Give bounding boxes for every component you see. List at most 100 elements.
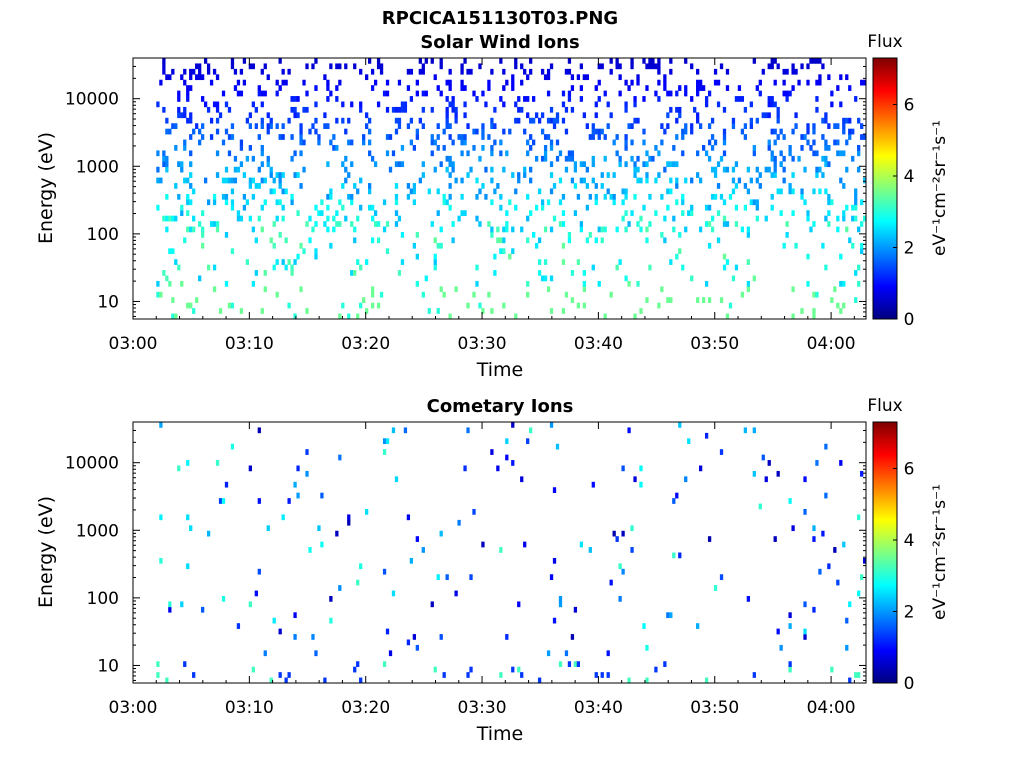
spectrogram-cell	[379, 63, 384, 70]
spectrogram-cell	[755, 177, 759, 184]
spectrogram-cell	[224, 166, 229, 173]
spectrogram-cell	[350, 193, 354, 200]
spectrogram-cell	[365, 259, 369, 265]
spectrogram-cell	[618, 155, 622, 162]
spectrogram-cell	[460, 177, 464, 184]
spectrogram-cell	[412, 199, 417, 206]
spectrogram-cell	[827, 193, 831, 200]
spectrogram-cell	[296, 112, 300, 119]
spectrogram-cell	[236, 215, 241, 222]
spectrogram-cell	[439, 58, 443, 64]
spectrogram-cell	[740, 96, 745, 102]
spectrogram-cell	[558, 199, 563, 206]
spectrogram-cell	[812, 291, 816, 298]
spectrogram-cell	[710, 145, 715, 151]
spectrogram-cell	[812, 150, 816, 157]
spectrogram-cell	[511, 79, 515, 86]
spectrogram-cell	[815, 79, 819, 86]
x-tick-label: 03:50	[690, 334, 739, 354]
spectrogram-cell	[230, 302, 235, 309]
spectrogram-cell	[543, 134, 548, 140]
spectrogram-cell	[773, 139, 777, 146]
spectrogram-cell	[212, 221, 217, 227]
spectrogram-cell	[678, 248, 682, 255]
spectrogram-cell	[549, 188, 554, 195]
spectrogram-cell	[466, 427, 470, 434]
spectrogram-cell	[335, 221, 339, 227]
spectrogram-cell	[660, 286, 664, 293]
spectrogram-cell	[502, 237, 506, 244]
spectrogram-cell	[684, 123, 688, 129]
spectrogram-cell	[481, 134, 485, 140]
spectrogram-cell	[356, 188, 360, 195]
panel-solar-wind-ions: Solar Wind Ions 03:00 03:10 03:20 03:30 03:4…	[35, 32, 950, 381]
spectrogram-cell	[606, 188, 610, 195]
spectrogram-cell	[159, 422, 163, 428]
spectrogram-cell	[555, 112, 560, 119]
spectrogram-cell	[767, 139, 771, 146]
spectrogram-cell	[245, 155, 250, 162]
spectrogram-cell	[657, 96, 661, 102]
panel-title: Cometary Ions	[427, 396, 574, 417]
spectrogram-cell	[493, 106, 497, 113]
spectrogram-cell	[189, 302, 193, 309]
spectrogram-cell	[857, 117, 861, 124]
spectrogram-cell	[198, 221, 202, 227]
spectrogram-cell	[299, 150, 303, 157]
spectrogram-cell	[436, 210, 440, 216]
spectrogram-cell	[505, 454, 509, 461]
spectrogram-cell	[857, 672, 861, 678]
y-tick-label: 10	[97, 656, 119, 676]
spectrogram-cell	[645, 226, 649, 233]
x-tick-label: 03:00	[109, 698, 158, 718]
spectrogram-cell	[445, 123, 449, 129]
spectrogram-cell	[499, 547, 503, 553]
spectrogram-cell	[281, 215, 285, 222]
spectrogram-cell	[332, 215, 336, 222]
spectrogram-cell	[430, 106, 434, 113]
spectrogram-cell	[269, 172, 273, 178]
spectrogram-cell	[570, 85, 575, 91]
spectrogram-cell	[266, 525, 270, 532]
spectrogram-cell	[302, 79, 306, 86]
spectrogram-cell	[812, 313, 816, 320]
spectrogram-cell	[561, 193, 566, 200]
spectrogram-cell	[770, 101, 774, 108]
spectrogram-cell	[523, 172, 527, 178]
spectrogram-cell	[448, 204, 452, 211]
spectrogram-cell	[860, 123, 864, 129]
spectrogram-cell	[585, 166, 589, 173]
spectrogram-cell	[415, 644, 419, 651]
spectrogram-cell	[764, 476, 768, 483]
spectrogram-cell	[406, 514, 411, 521]
spectrogram-cell	[552, 487, 557, 493]
spectrogram-cell	[287, 498, 291, 504]
spectrogram-cell	[734, 161, 739, 168]
spectrogram-cell	[785, 90, 789, 97]
spectrogram-cell	[716, 101, 721, 108]
spectrogram-cell	[278, 172, 282, 178]
spectrogram-cell	[776, 63, 780, 70]
spectrogram-cell	[502, 68, 506, 75]
spectrogram-cell	[529, 210, 533, 216]
spectrogram-cell	[460, 79, 464, 86]
spectrogram-cell	[666, 297, 670, 303]
spectrogram-cell	[537, 237, 542, 244]
spectrogram-cell	[704, 96, 709, 102]
spectrogram-cell	[839, 150, 843, 157]
spectrogram-cell	[385, 628, 390, 635]
spectrogram-cell	[618, 90, 622, 97]
spectrogram-cell	[505, 226, 509, 233]
spectrogram-cell	[379, 291, 384, 298]
spectrogram-cell	[448, 134, 452, 140]
spectrogram-cell	[701, 297, 706, 303]
spectrogram-cell	[624, 226, 628, 233]
spectrogram-cell	[848, 134, 852, 140]
spectrogram-cell	[642, 128, 646, 135]
spectrogram-cell	[615, 150, 619, 157]
spectrogram-cell	[397, 270, 402, 276]
spectrogram-cell	[370, 286, 375, 293]
spectrogram-cell	[406, 639, 411, 646]
